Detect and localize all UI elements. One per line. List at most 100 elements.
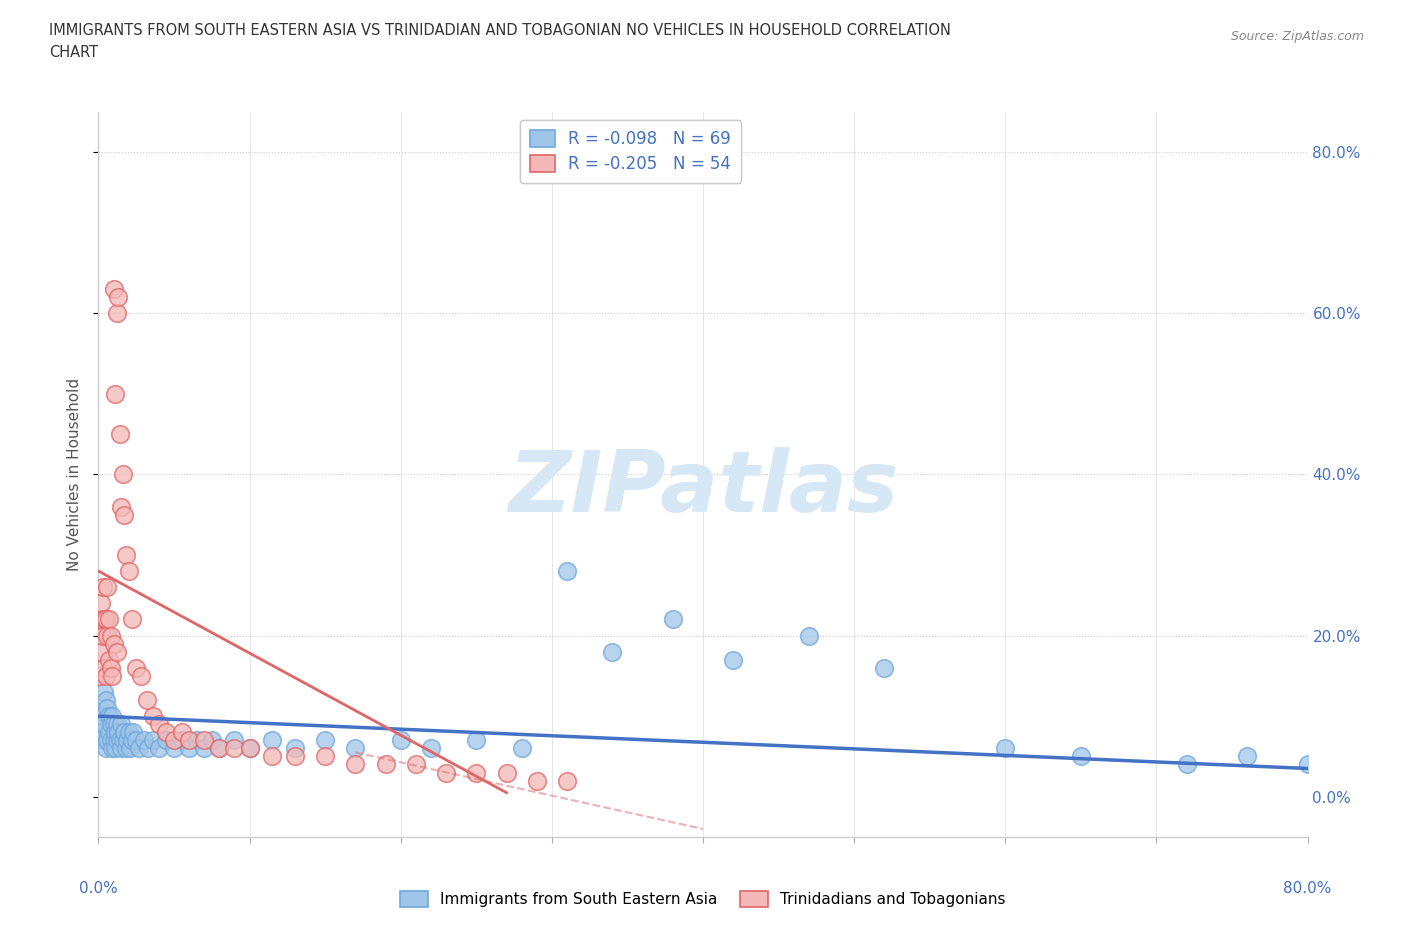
Point (104, 741, 127, 756)
Point (465, 733, 488, 748)
Point (111, 733, 134, 748)
Point (93, 612, 115, 627)
Point (98, 652, 121, 667)
Point (98, 724, 121, 739)
Point (89, 669, 111, 684)
Point (170, 724, 193, 739)
Point (108, 733, 131, 748)
Point (224, 733, 246, 748)
Point (112, 724, 135, 739)
Point (224, 741, 246, 756)
Point (112, 507, 135, 522)
Point (122, 724, 145, 739)
Point (96, 733, 118, 748)
Point (105, 717, 128, 732)
Point (374, 757, 396, 772)
Point (103, 717, 125, 732)
Point (105, 306, 128, 321)
Point (93, 717, 115, 732)
Point (163, 741, 186, 756)
Point (103, 282, 125, 297)
Point (100, 733, 122, 748)
Point (100, 660, 122, 675)
Point (104, 386, 127, 401)
Y-axis label: No Vehicles in Household: No Vehicles in Household (66, 378, 82, 571)
Point (179, 733, 201, 748)
Point (193, 733, 215, 748)
Point (100, 717, 122, 732)
Point (89, 709, 111, 724)
Point (873, 660, 896, 675)
Text: CHART: CHART (49, 45, 98, 60)
Point (661, 612, 683, 627)
Point (90, 644, 112, 659)
Point (179, 741, 201, 756)
Point (115, 733, 138, 748)
Point (91, 733, 114, 748)
Point (107, 724, 129, 739)
Point (94, 612, 117, 627)
Point (132, 733, 155, 748)
Point (94, 693, 117, 708)
Point (105, 644, 128, 659)
Point (262, 749, 284, 764)
Point (148, 741, 170, 756)
Point (121, 733, 143, 748)
Point (125, 660, 148, 675)
Point (91, 709, 114, 724)
Point (163, 733, 186, 748)
Point (96, 579, 118, 594)
Point (100, 628, 122, 643)
Text: Source: ZipAtlas.com: Source: ZipAtlas.com (1230, 30, 1364, 43)
Point (155, 724, 177, 739)
Point (94, 669, 117, 684)
Point (797, 628, 820, 643)
Point (284, 741, 307, 756)
Point (170, 733, 193, 748)
Point (104, 724, 127, 739)
Point (142, 709, 165, 724)
Point (125, 733, 148, 748)
Point (114, 548, 136, 563)
Point (1070, 749, 1092, 764)
Point (93, 660, 115, 675)
Point (108, 427, 131, 442)
Point (555, 564, 578, 578)
Point (344, 741, 367, 756)
Point (118, 724, 141, 739)
Point (208, 741, 231, 756)
Point (193, 741, 215, 756)
Point (98, 612, 121, 627)
Point (93, 684, 115, 699)
Legend: Immigrants from South Eastern Asia, Trinidadians and Tobagonians: Immigrants from South Eastern Asia, Trin… (394, 884, 1012, 913)
Point (148, 717, 170, 732)
Legend: R = -0.098   N = 69, R = -0.205   N = 54: R = -0.098 N = 69, R = -0.205 N = 54 (520, 120, 741, 183)
Point (262, 733, 284, 748)
Point (91, 628, 114, 643)
Point (239, 741, 262, 756)
Point (129, 669, 152, 684)
Point (555, 773, 578, 788)
Point (128, 741, 150, 756)
Point (344, 757, 367, 772)
Point (103, 636, 125, 651)
Point (120, 741, 142, 756)
Point (465, 765, 488, 780)
Point (89, 612, 111, 627)
Point (510, 741, 533, 756)
Point (239, 741, 262, 756)
Point (405, 757, 427, 772)
Point (94, 741, 117, 756)
Point (314, 749, 336, 764)
Text: 80.0%: 80.0% (1284, 881, 1331, 896)
Point (90, 724, 112, 739)
Point (118, 564, 141, 578)
Point (723, 652, 745, 667)
Point (201, 733, 224, 748)
Point (107, 289, 129, 304)
Point (110, 717, 132, 732)
Point (155, 733, 177, 748)
Point (111, 467, 134, 482)
Text: ZIPatlas: ZIPatlas (508, 447, 898, 530)
Point (96, 628, 118, 643)
